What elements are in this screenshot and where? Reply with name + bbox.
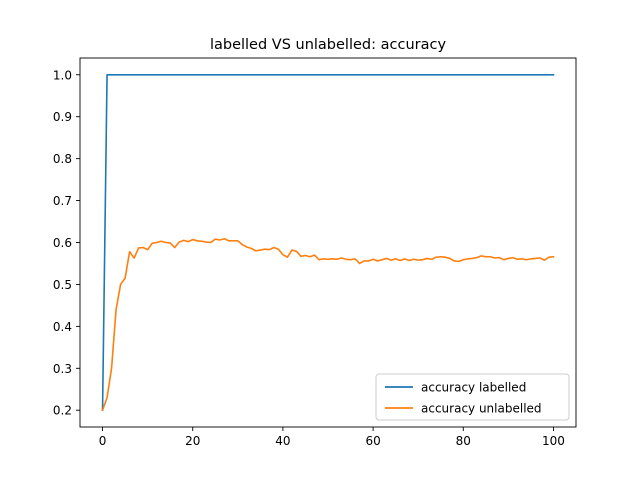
x-tick-label: 100: [542, 434, 565, 448]
x-tick-label: 80: [456, 434, 471, 448]
y-tick-label: 0.3: [53, 362, 72, 376]
x-axis: 0 20 40 60 80 100: [99, 427, 565, 448]
y-tick-label: 0.4: [53, 320, 72, 334]
y-tick-label: 0.9: [53, 110, 72, 124]
x-tick-label: 60: [365, 434, 380, 448]
x-tick-label: 20: [185, 434, 200, 448]
legend-label-labelled: accuracy labelled: [421, 381, 526, 395]
series-line-labelled: [101, 73, 555, 412]
y-tick-label: 0.5: [53, 278, 72, 292]
y-axis: 0.2 0.3 0.4 0.5 0.6 0.7 0.8 0.9 1.0: [53, 68, 80, 418]
legend-box: [375, 373, 570, 421]
y-tick-label: 0.8: [53, 152, 72, 166]
y-tick-label: 1.0: [53, 68, 72, 82]
x-tick-label: 0: [99, 434, 107, 448]
y-tick-label: 0.2: [53, 404, 72, 418]
legend: accuracy labelled accuracy unlabelled: [375, 373, 570, 421]
series-line-unlabelled: [101, 237, 555, 412]
x-tick-label: 40: [275, 434, 290, 448]
y-tick-label: 0.6: [53, 236, 72, 250]
y-tick-label: 0.7: [53, 194, 72, 208]
chart-title: labelled VS unlabelled: accuracy: [210, 37, 446, 53]
legend-label-unlabelled: accuracy unlabelled: [421, 402, 542, 416]
axes-frame: [79, 57, 577, 428]
series-lines: [101, 73, 555, 412]
